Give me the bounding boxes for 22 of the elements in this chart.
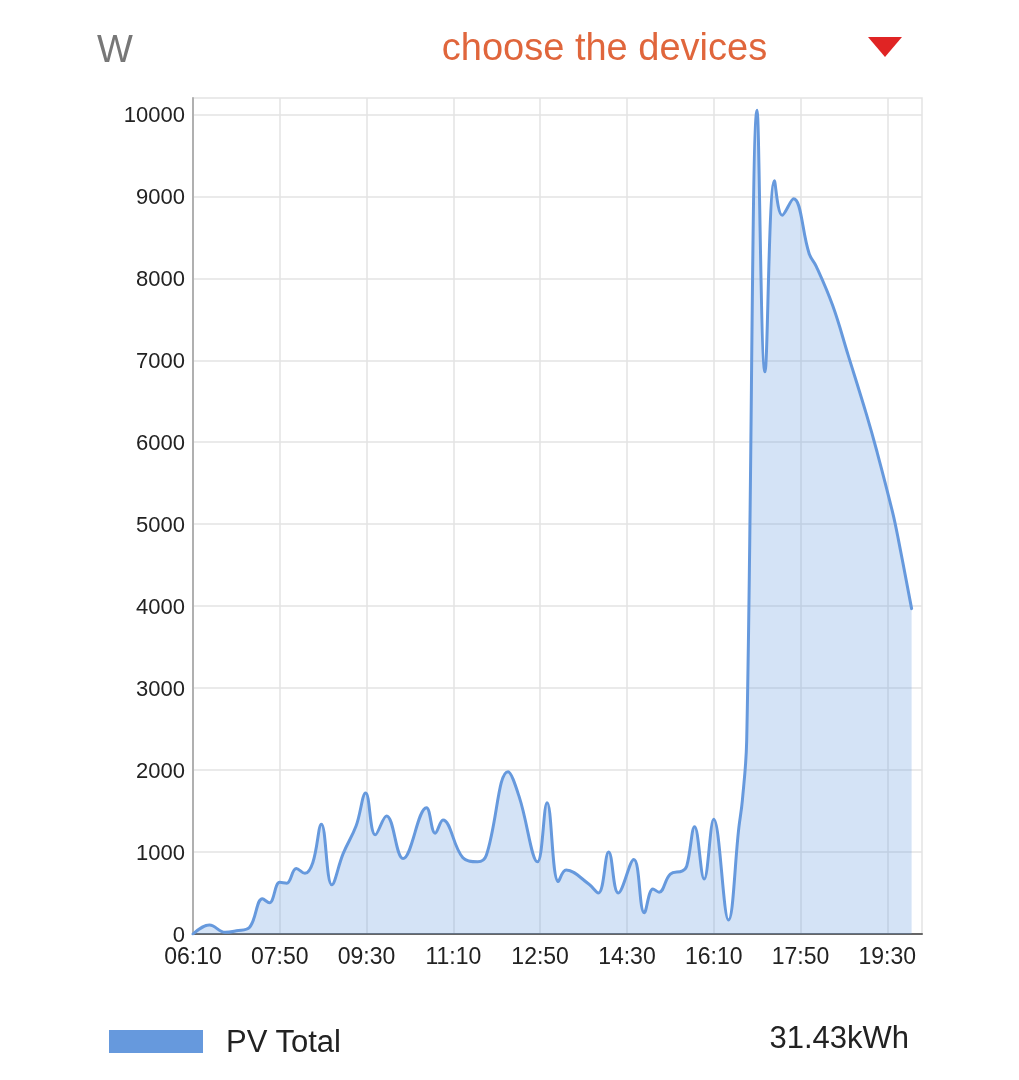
y-tick-label: 5000 <box>136 511 185 537</box>
y-tick-label: 10000 <box>123 101 185 127</box>
legend-label: PV Total <box>226 1024 341 1059</box>
x-tick-label: 17:50 <box>771 942 830 969</box>
y-tick-label: 7000 <box>136 347 185 373</box>
y-tick-label: 8000 <box>136 265 185 291</box>
y-axis-title: W <box>97 28 133 71</box>
y-tick-label: 9000 <box>136 183 185 209</box>
x-tick-label: 14:30 <box>598 942 656 969</box>
x-tick-label: 11:10 <box>425 942 482 969</box>
x-tick-label: 19:30 <box>858 942 917 969</box>
x-tick-label: 16:10 <box>684 942 743 969</box>
x-tick-label: 09:30 <box>337 942 396 969</box>
y-tick-label: 3000 <box>136 675 185 701</box>
x-tick-label: 12:50 <box>511 942 569 969</box>
x-tick-label: 07:50 <box>251 942 309 969</box>
text: 31.43kWh <box>769 1020 909 1056</box>
y-tick-label: 6000 <box>136 429 185 455</box>
y-tick-label: 1000 <box>136 839 185 865</box>
y-tick-label: 4000 <box>136 593 185 619</box>
chart-title: choose the devices <box>441 26 768 69</box>
y-tick-label: 2000 <box>136 757 185 783</box>
